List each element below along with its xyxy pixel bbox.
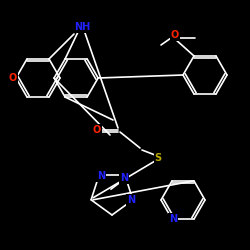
Text: N: N xyxy=(120,173,128,183)
Text: N: N xyxy=(97,171,105,181)
Text: S: S xyxy=(154,153,162,163)
Text: O: O xyxy=(93,125,101,135)
Text: O: O xyxy=(171,30,179,40)
Text: N: N xyxy=(127,195,135,205)
Text: NH: NH xyxy=(74,22,90,32)
Text: O: O xyxy=(9,73,17,83)
Text: N: N xyxy=(169,214,177,224)
